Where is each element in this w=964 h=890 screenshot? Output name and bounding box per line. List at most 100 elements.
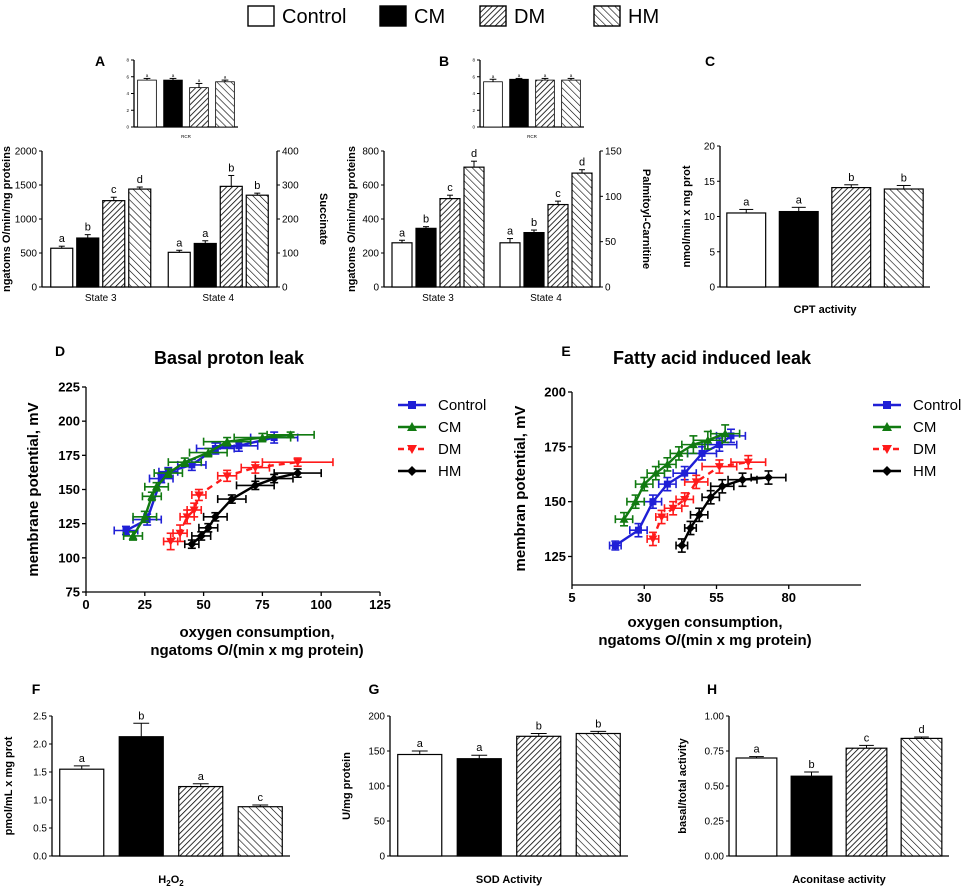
y-tick-label: 20 xyxy=(704,142,716,153)
series-line xyxy=(169,460,298,543)
y-tick-label: 2 xyxy=(472,108,475,113)
marker-triangle-down xyxy=(250,464,260,473)
legend-swatch-control xyxy=(247,5,275,27)
panel-e-fatty-acid-leak: 5 30 55 80 125 150 175 200 Fatty acid induced le… xyxy=(512,348,961,649)
panel-label-g: G xyxy=(369,681,380,697)
chart-title: Basal proton leak xyxy=(154,348,305,368)
marker-triangle-down xyxy=(182,513,192,522)
y-tick-label: 2 xyxy=(126,108,129,113)
y-tick-label-right: 400 xyxy=(282,147,299,158)
marker-triangle-down xyxy=(714,463,724,472)
bar-control-state4 xyxy=(167,251,191,288)
y-tick-label-right: 0 xyxy=(282,283,288,294)
y-tick-label: 0.5 xyxy=(33,824,47,835)
marker-triangle-down xyxy=(175,529,185,538)
legend-item-dm: DM xyxy=(873,441,936,458)
marker-square xyxy=(122,527,130,534)
marker-triangle xyxy=(257,433,267,442)
y-tick-label: 1.00 xyxy=(705,712,725,723)
significance-letter: a xyxy=(518,73,521,78)
marker-triangle xyxy=(674,448,684,457)
y-tick-label: 200 xyxy=(362,249,379,260)
marker-triangle xyxy=(631,497,641,506)
bar-hm xyxy=(215,81,235,128)
y-tick-label: 150 xyxy=(368,747,385,758)
y-tick-label: 1.5 xyxy=(33,768,47,779)
significance-letter: c xyxy=(258,792,264,804)
significance-letter: a xyxy=(796,194,803,206)
marker-triangle xyxy=(407,422,417,431)
marker-triangle-down xyxy=(743,458,753,467)
marker-square xyxy=(235,442,243,450)
legend-label: Control xyxy=(913,397,961,414)
series-hm xyxy=(675,470,787,553)
y-tick-label: 4 xyxy=(472,91,475,96)
marker-triangle-down xyxy=(407,445,417,454)
marker-triangle-down xyxy=(668,504,678,513)
panel-h-aconitase: 0.00 0.25 0.50 0.75 1.00 a b c d Aconitase activi… xyxy=(677,712,949,886)
y-tick-label: 2000 xyxy=(15,147,38,158)
y-axis-label: membrane potential, mV xyxy=(25,402,42,576)
legend-item-hm: HM xyxy=(873,463,936,480)
marker-square xyxy=(698,449,706,457)
marker-triangle xyxy=(128,531,138,540)
bar-dm-state3 xyxy=(102,200,126,288)
bar-dm xyxy=(831,186,872,288)
significance-letter: b xyxy=(848,172,854,184)
significance-letter: b xyxy=(531,217,537,229)
y-tick-label: 0.75 xyxy=(705,747,725,758)
y-axis-label: ngatoms O/min/mg proteins xyxy=(1,146,13,292)
bar-cm xyxy=(509,78,529,128)
y-tick-label: 10 xyxy=(704,212,716,223)
bar-hm xyxy=(883,188,924,288)
marker-diamond xyxy=(685,523,695,533)
significance-letter: b xyxy=(423,214,429,226)
y-tick-label-right: 100 xyxy=(282,249,299,260)
significance-letter: a xyxy=(753,744,760,756)
significance-letter: b xyxy=(901,172,907,184)
significance-letter: b xyxy=(138,710,144,722)
marker-triangle xyxy=(180,457,190,466)
x-tick-label: 75 xyxy=(255,597,269,612)
significance-letter: b xyxy=(254,180,260,192)
marker-triangle-down xyxy=(882,445,892,454)
marker-diamond xyxy=(187,539,197,549)
y-tick-label: 0.00 xyxy=(705,852,725,863)
marker-square xyxy=(408,401,416,409)
significance-letter: a xyxy=(224,75,227,80)
y-axis-label: pmol/mL x mg prot xyxy=(3,736,15,835)
marker-diamond xyxy=(738,475,748,485)
y-tick-label: 150 xyxy=(544,494,566,509)
marker-diamond xyxy=(764,473,774,483)
legend-label: DM xyxy=(438,441,461,458)
bar-cm-state3 xyxy=(76,237,100,288)
legend-label: CM xyxy=(438,419,461,436)
y-tick-label: 175 xyxy=(544,439,566,454)
significance-letter: a xyxy=(198,78,201,83)
bar-dm xyxy=(189,87,209,128)
marker-diamond xyxy=(882,466,892,476)
legend-label: Control xyxy=(438,397,486,414)
bar-cm-state4 xyxy=(193,242,217,288)
marker-triangle xyxy=(651,468,661,477)
y-tick-label: 125 xyxy=(58,516,80,531)
marker-square xyxy=(883,401,891,409)
significance-letter: a xyxy=(476,742,483,754)
marker-triangle-down xyxy=(691,478,701,487)
y-tick-label-right: 300 xyxy=(282,181,299,192)
y-axis-label-right: Palmitoyl-Carnitine xyxy=(640,169,652,269)
y-tick-label: 0 xyxy=(126,125,129,130)
bar-control xyxy=(726,212,767,288)
significance-letter: a xyxy=(146,73,149,78)
marker-square xyxy=(727,432,735,440)
bar-control xyxy=(735,757,778,857)
panel-label-h: H xyxy=(707,681,717,697)
bar-hm-state3 xyxy=(128,188,152,288)
y-tick-label: 100 xyxy=(58,550,80,565)
y-tick-label: 600 xyxy=(362,181,379,192)
marker-diamond xyxy=(210,512,220,522)
marker-triangle-down xyxy=(194,491,204,500)
y-axis-label: nmol/min x mg prot xyxy=(681,165,693,267)
bar-dm xyxy=(178,785,224,857)
significance-letter: c xyxy=(555,188,561,200)
